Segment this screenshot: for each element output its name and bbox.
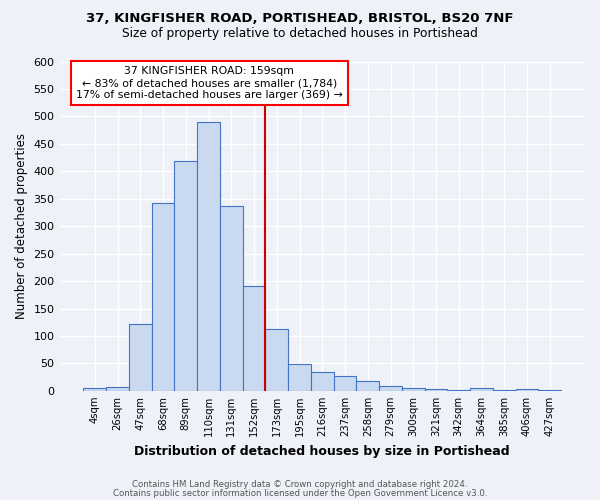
Bar (425, 388, 448, 391)
Bar (106, 386, 129, 391)
Text: 37 KINGFISHER ROAD: 159sqm
← 83% of detached houses are smaller (1,784)
17% of s: 37 KINGFISHER ROAD: 159sqm ← 83% of deta… (76, 66, 343, 100)
Bar (152, 202, 175, 391)
Bar (311, 372, 334, 391)
Bar (493, 390, 515, 391)
Bar (242, 286, 265, 391)
Bar (220, 206, 242, 391)
Text: Size of property relative to detached houses in Portishead: Size of property relative to detached ho… (122, 28, 478, 40)
Bar (356, 381, 379, 391)
Bar (402, 388, 425, 391)
Bar (288, 364, 311, 391)
Bar (265, 329, 288, 391)
Bar (448, 390, 470, 391)
Bar (470, 388, 493, 391)
Bar (129, 324, 152, 391)
Bar (334, 376, 356, 391)
Text: Contains public sector information licensed under the Open Government Licence v3: Contains public sector information licen… (113, 489, 487, 498)
Bar (175, 162, 197, 391)
Bar (379, 386, 402, 391)
Y-axis label: Number of detached properties: Number of detached properties (15, 133, 28, 319)
Bar (197, 122, 220, 391)
X-axis label: Distribution of detached houses by size in Portishead: Distribution of detached houses by size … (134, 444, 510, 458)
Text: 37, KINGFISHER ROAD, PORTISHEAD, BRISTOL, BS20 7NF: 37, KINGFISHER ROAD, PORTISHEAD, BRISTOL… (86, 12, 514, 26)
Bar (515, 390, 538, 391)
Bar (538, 390, 561, 391)
Text: Contains HM Land Registry data © Crown copyright and database right 2024.: Contains HM Land Registry data © Crown c… (132, 480, 468, 489)
Bar (83, 388, 106, 391)
